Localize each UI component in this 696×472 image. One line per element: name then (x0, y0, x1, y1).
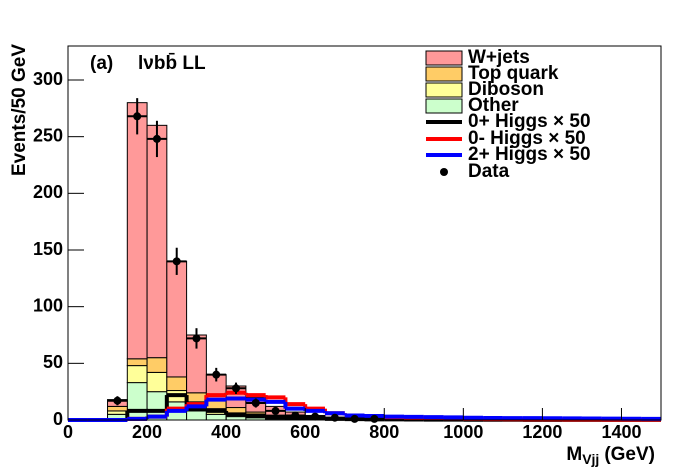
x-tick-label: 600 (290, 422, 320, 442)
legend-swatch (425, 66, 463, 82)
legend-swatch (425, 50, 463, 66)
legend-label: 0- Higgs × 50 (468, 128, 586, 149)
stack-bar (166, 376, 188, 392)
data-point (350, 414, 359, 423)
data-point (370, 414, 379, 423)
x-tick-label: 200 (132, 422, 162, 442)
y-tick-label: 200 (33, 182, 63, 202)
x-label-main: M (566, 444, 582, 465)
data-point (271, 406, 280, 415)
data-point (330, 413, 339, 422)
legend-label: Top quark (468, 63, 559, 84)
legend-label: Diboson (468, 79, 544, 100)
frame (67, 45, 662, 421)
stack-bar (186, 392, 207, 403)
stack-bar (186, 410, 207, 421)
x-label-unit: (GeV) (604, 444, 655, 465)
x-tick-label: 800 (369, 422, 399, 442)
legend-label: Data (468, 161, 510, 182)
data-point (232, 384, 241, 393)
data-point (212, 370, 221, 379)
x-tick-label: 1400 (601, 422, 641, 442)
data-point (113, 396, 122, 405)
stack-bar (166, 260, 188, 378)
stack-bar (146, 371, 168, 393)
legend-swatch (425, 82, 463, 98)
stack-bar (205, 400, 227, 410)
y-tick-label: 250 (33, 125, 63, 145)
x-tick-label: 1000 (443, 422, 483, 442)
x-label-sub: Vjj (582, 451, 599, 467)
stack-bar (205, 413, 227, 421)
data-point (311, 412, 320, 421)
y-tick-label: 0 (53, 409, 63, 429)
stack-bar (126, 382, 148, 421)
data-point (251, 399, 260, 407)
legend-label: W+jets (468, 47, 530, 68)
data-point (192, 334, 201, 343)
y-tick-label: 100 (33, 295, 63, 315)
stack-bar (107, 405, 128, 412)
legend-label: 2+ Higgs × 50 (468, 144, 591, 165)
x-tick-label: 0 (63, 422, 73, 442)
x-tick-label: 1200 (522, 422, 562, 442)
stack-bar (146, 357, 168, 373)
y-tick-label: 150 (33, 239, 63, 259)
data-point (291, 411, 300, 420)
legend-swatch (440, 168, 448, 176)
y-axis-label: Events/50 GeV (9, 44, 30, 176)
legend-swatch (425, 98, 463, 114)
stack-bar (107, 410, 128, 415)
stack-bar (225, 416, 247, 421)
legend-label: 0+ Higgs × 50 (468, 111, 591, 132)
stack-bar (126, 358, 148, 367)
y-tick-label: 50 (43, 352, 63, 372)
legend-label: Other (468, 95, 519, 116)
channel-label: lνbb̄ LL (138, 53, 206, 74)
stack-bar (146, 124, 168, 359)
x-tick-label: 400 (211, 422, 241, 442)
stack-bar (126, 102, 148, 360)
data-point (172, 257, 181, 266)
x-axis-label: MVjj (GeV) (566, 444, 655, 467)
stack-bar (126, 365, 148, 384)
y-tick-label: 300 (33, 69, 63, 89)
data-point (133, 112, 142, 121)
data-point (152, 134, 161, 143)
panel-label: (a) (90, 53, 113, 74)
